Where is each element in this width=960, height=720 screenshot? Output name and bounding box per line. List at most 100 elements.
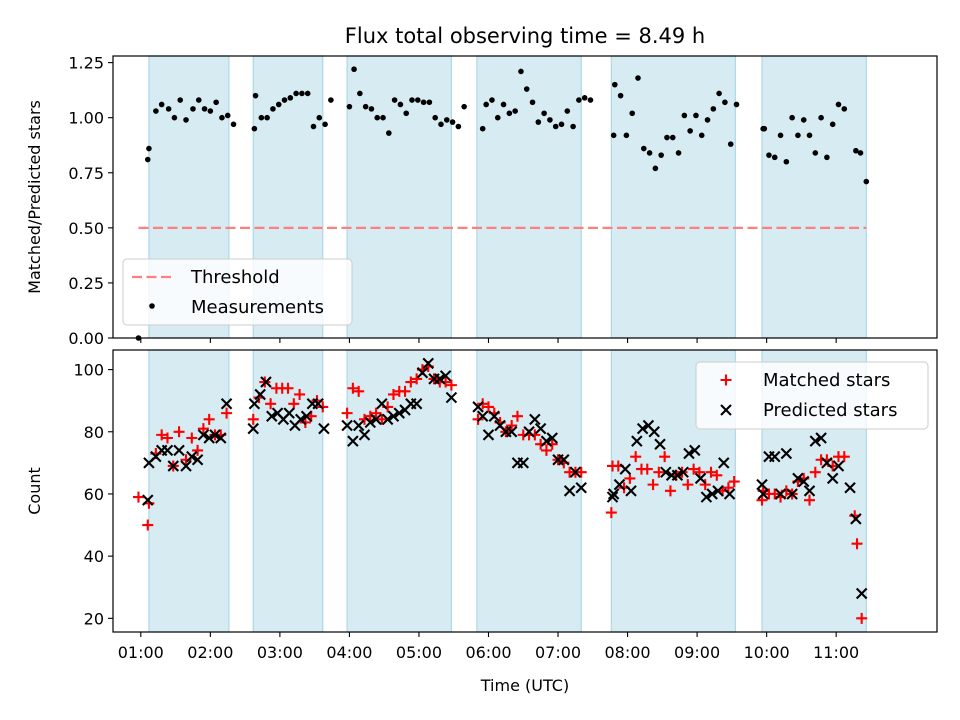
measurement-point xyxy=(698,132,705,139)
measurement-point xyxy=(316,114,323,121)
measurement-point xyxy=(761,125,768,132)
measurement-point xyxy=(812,150,819,156)
predicted-point xyxy=(173,444,185,457)
measurement-point xyxy=(506,110,513,117)
measurement-point xyxy=(270,106,276,112)
predicted-point xyxy=(815,432,827,444)
predicted-point xyxy=(769,450,781,463)
measurement-point xyxy=(432,114,438,121)
x-axis-label: Time (UTC) xyxy=(480,676,569,695)
x-tick-label: 09:00 xyxy=(674,643,720,662)
measurement-point xyxy=(512,108,518,114)
predicted-point xyxy=(683,447,695,460)
predicted-point xyxy=(631,435,643,447)
x-tick-label: 06:00 xyxy=(465,643,511,662)
predicted-point xyxy=(723,488,736,500)
predicted-point xyxy=(370,413,382,426)
measurement-point xyxy=(547,117,553,123)
matched-point xyxy=(728,476,740,488)
legend-measurement-label: Measurements xyxy=(191,297,324,318)
measurement-point xyxy=(374,114,381,121)
chart-title: Flux total observing time = 8.49 h xyxy=(345,24,705,48)
measurement-point xyxy=(494,114,501,121)
measurement-point xyxy=(146,145,152,152)
measurement-point xyxy=(716,90,722,97)
measurement-point xyxy=(564,108,571,114)
y-tick-label: 0.00 xyxy=(68,329,104,348)
measurement-point xyxy=(461,103,467,110)
predicted-point xyxy=(341,419,353,432)
matched-point xyxy=(317,401,329,413)
measurement-point xyxy=(299,90,305,97)
predicted-point xyxy=(312,398,324,410)
predicted-point xyxy=(625,485,637,497)
measurement-point xyxy=(800,117,807,123)
measurement-point xyxy=(443,117,450,123)
predicted-point xyxy=(422,357,434,370)
observation-band xyxy=(252,349,324,633)
predicted-point xyxy=(636,422,649,435)
measurement-point xyxy=(171,114,178,121)
matched-point xyxy=(575,466,587,478)
measurement-point xyxy=(420,99,427,106)
measurement-point xyxy=(357,90,363,97)
predicted-point xyxy=(167,460,180,472)
observation-band xyxy=(346,55,453,339)
predicted-point xyxy=(706,488,718,500)
measurement-point xyxy=(368,106,375,112)
predicted-point xyxy=(756,478,768,491)
predicted-point xyxy=(540,435,553,447)
matched-point xyxy=(294,388,306,400)
measurement-point xyxy=(722,99,728,106)
predicted-point xyxy=(393,407,405,419)
measurement-point xyxy=(328,97,334,103)
y-tick-label: 0.50 xyxy=(68,219,104,238)
measurement-point xyxy=(287,95,294,101)
measurement-point xyxy=(806,132,813,139)
measurement-point xyxy=(158,101,165,108)
matched-point xyxy=(221,407,233,419)
predicted-point xyxy=(718,457,730,469)
measurement-point xyxy=(664,134,670,141)
predicted-point xyxy=(445,391,458,404)
predicted-point xyxy=(821,457,833,469)
predicted-point xyxy=(203,432,215,444)
measurement-point xyxy=(529,99,536,106)
matched-point xyxy=(472,413,484,425)
measurement-point xyxy=(455,123,462,130)
x-tick-label: 03:00 xyxy=(257,643,303,662)
predicted-point xyxy=(434,373,446,385)
measurement-point xyxy=(397,101,404,108)
x-tick-label: 04:00 xyxy=(326,643,372,662)
predicted-point xyxy=(482,429,495,441)
measurement-point xyxy=(201,106,208,112)
measurement-point xyxy=(710,106,717,112)
y-tick-label: 20 xyxy=(84,609,104,628)
legend-box xyxy=(122,258,353,326)
predicted-point xyxy=(191,454,204,466)
matched-point xyxy=(630,451,642,463)
measurement-point xyxy=(841,106,848,112)
matched-point xyxy=(809,466,821,478)
observation-band xyxy=(148,349,230,633)
matched-point xyxy=(605,507,617,519)
measurement-point xyxy=(351,66,357,73)
matched-point xyxy=(705,466,717,478)
measurement-point xyxy=(623,132,630,139)
matched-point xyxy=(405,376,417,388)
predicted-point xyxy=(142,494,154,506)
measurement-point xyxy=(576,97,582,103)
measurement-point xyxy=(258,114,265,121)
measurement-point xyxy=(570,123,576,130)
measurement-point xyxy=(183,117,189,123)
measurement-point xyxy=(558,121,565,128)
x-tick-label: 11:00 xyxy=(813,643,859,662)
predicted-point xyxy=(546,432,558,444)
matched-point xyxy=(653,466,665,478)
predicted-point xyxy=(209,429,221,441)
measurement-point xyxy=(391,97,398,103)
predicted-point xyxy=(671,469,684,482)
measurement-point xyxy=(853,147,859,154)
measurement-point xyxy=(646,150,653,156)
matched-point xyxy=(711,469,723,481)
